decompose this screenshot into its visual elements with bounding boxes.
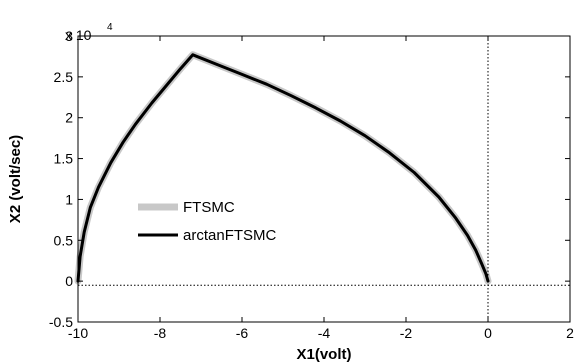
y-tick-label: 0 xyxy=(65,273,73,289)
y-axis-multiplier-exponent: 4 xyxy=(107,22,113,33)
x-tick-label: -6 xyxy=(236,325,249,341)
x-tick-label: 2 xyxy=(566,325,574,341)
y-tick-label: 3 xyxy=(65,28,73,44)
y-tick-label: 2 xyxy=(65,110,73,126)
x-tick-label: -2 xyxy=(400,325,413,341)
y-tick-label: -0.5 xyxy=(49,314,73,330)
y-axis-title: X2 (volt/sec) xyxy=(7,135,24,223)
series-line-ftsmc xyxy=(74,51,492,285)
x-axis-title: X1(volt) xyxy=(296,346,351,363)
y-tick-label: 1.5 xyxy=(54,151,74,167)
legend: FTSMC arctanFTSMC xyxy=(138,199,277,244)
y-axis-multiplier: x 10 xyxy=(65,27,92,43)
y-tick-label: 1 xyxy=(65,191,73,207)
plot-frame xyxy=(77,35,571,323)
legend-label-arctanftsmc: arctanFTSMC xyxy=(183,227,277,244)
tick-layer: -10 -8 -6 -4 -2 0 2 -0.5 0 0.5 1 1.5 2 2.5 3 xyxy=(49,28,574,341)
y-tick-label: 0.5 xyxy=(54,232,74,248)
series-line-arctanftsmc xyxy=(76,53,490,283)
x-tick-label: -8 xyxy=(154,325,167,341)
y-tick-label: 2.5 xyxy=(54,69,74,85)
series-layer xyxy=(74,51,492,285)
legend-label-ftsmc: FTSMC xyxy=(183,199,235,216)
x-tick-label: 0 xyxy=(484,325,492,341)
reference-lines xyxy=(78,36,570,322)
x-tick-label: -10 xyxy=(68,325,88,341)
x-tick-label: -4 xyxy=(318,325,331,341)
